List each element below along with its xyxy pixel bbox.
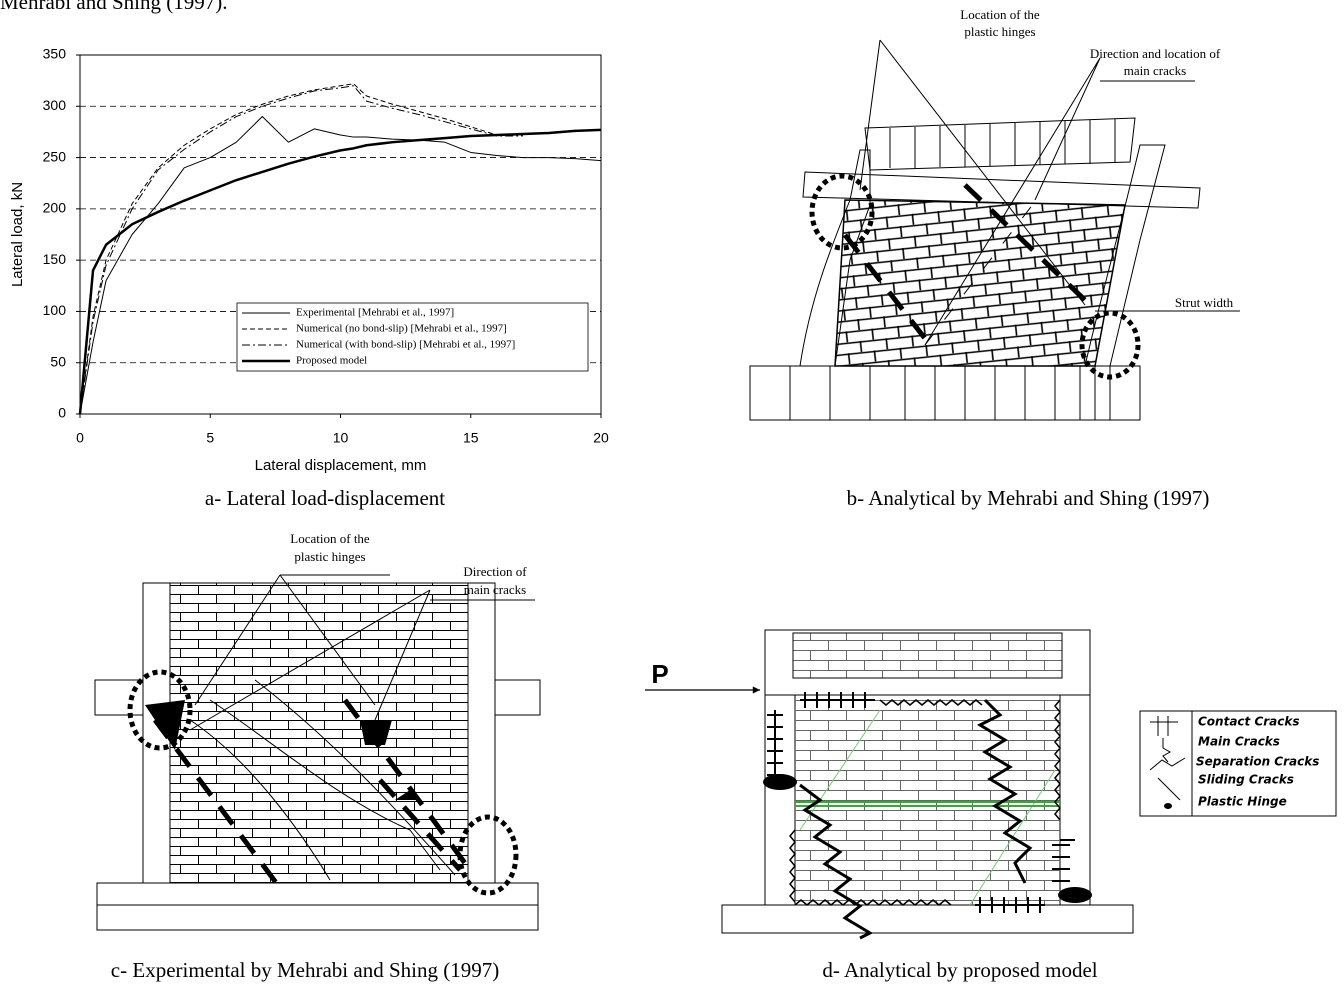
figure: Mehrabi and Shing (1997). 05010015020025… bbox=[0, 0, 1344, 988]
beam-mesh bbox=[890, 119, 1115, 168]
infill bbox=[835, 200, 1125, 366]
chart-a: 0 50 100 150 200 250 300 350 0 5 10 15 20 Lateral dis… bbox=[9, 46, 609, 474]
y-tick-label: 200 bbox=[43, 200, 67, 216]
legend-entry: Experimental [Mehrabi et al., 1997] bbox=[296, 307, 454, 319]
legend-symbols bbox=[1150, 716, 1185, 800]
base bbox=[722, 905, 1133, 933]
load-label: P bbox=[651, 659, 668, 689]
base bbox=[97, 883, 538, 930]
plastic-hinge bbox=[763, 774, 797, 790]
x-tick-label: 10 bbox=[333, 430, 349, 446]
annotation: plastic hinges bbox=[294, 549, 365, 564]
annotation: Location of the bbox=[960, 7, 1040, 22]
right-column bbox=[468, 583, 495, 883]
caption: c- Experimental by Mehrabi and Shing (19… bbox=[111, 958, 499, 982]
y-tick-label: 250 bbox=[43, 148, 67, 164]
caption: d- Analytical by proposed model bbox=[822, 958, 1097, 982]
annotation: Location of the bbox=[290, 531, 370, 546]
annotation: plastic hinges bbox=[964, 24, 1035, 39]
x-axis-title: Lateral displacement, mm bbox=[255, 457, 427, 474]
y-tick-label: 0 bbox=[58, 405, 66, 421]
annotation: main cracks bbox=[464, 582, 526, 597]
x-tick-label: 15 bbox=[463, 430, 479, 446]
annotation: Strut width bbox=[1175, 295, 1234, 310]
x-tick-label: 0 bbox=[76, 430, 84, 446]
legend-entry: Numerical (no bond-slip) [Mehrabi et al.… bbox=[296, 323, 507, 335]
legend-entry: Numerical (with bond-slip) [Mehrabi et a… bbox=[296, 339, 515, 351]
annotation: Direction and location of bbox=[1090, 46, 1221, 61]
legend-entry: Plastic Hinge bbox=[1198, 795, 1287, 809]
beam-stub bbox=[95, 680, 143, 715]
legend-entry: Sliding Cracks bbox=[1198, 773, 1294, 787]
y-tick-label: 350 bbox=[43, 46, 67, 62]
y-tick-label: 100 bbox=[43, 302, 67, 318]
legend-entry: Separation Cracks bbox=[1196, 755, 1319, 769]
y-axis-title: Lateral load, kN bbox=[9, 182, 26, 287]
base-mesh bbox=[790, 366, 1110, 420]
plastic-hinge bbox=[1058, 887, 1092, 903]
diagram-c: Location of the plastic hinges Direction… bbox=[95, 531, 540, 930]
legend-entry: Proposed model bbox=[296, 355, 367, 367]
y-tick-label: 150 bbox=[43, 251, 67, 267]
top-beam bbox=[865, 118, 1135, 170]
beam-bricks bbox=[793, 633, 1062, 678]
diagram-d: P Contact Cracks Main Cracks Separation … bbox=[645, 630, 1336, 938]
x-tick-label: 20 bbox=[593, 430, 609, 446]
diagram-b: Location of the plastic hinges Direction… bbox=[750, 7, 1240, 420]
legend-symbol bbox=[1164, 803, 1172, 809]
annotation: main cracks bbox=[1124, 63, 1186, 78]
beam-stub bbox=[495, 680, 540, 715]
annotation: Direction of bbox=[463, 564, 527, 579]
header-text: Mehrabi and Shing (1997). bbox=[0, 0, 227, 14]
caption: a- Lateral load-displacement bbox=[205, 486, 445, 510]
base bbox=[750, 366, 1140, 420]
legend-entry: Main Cracks bbox=[1198, 735, 1280, 749]
legend-entry: Contact Cracks bbox=[1198, 715, 1300, 729]
page: {"header_text": "Mehrabi and Shing (1997… bbox=[0, 0, 1344, 988]
x-tick-label: 5 bbox=[206, 430, 214, 446]
y-tick-label: 300 bbox=[43, 97, 67, 113]
y-tick-label: 50 bbox=[50, 353, 66, 369]
caption: b- Analytical by Mehrabi and Shing (1997… bbox=[847, 486, 1210, 510]
